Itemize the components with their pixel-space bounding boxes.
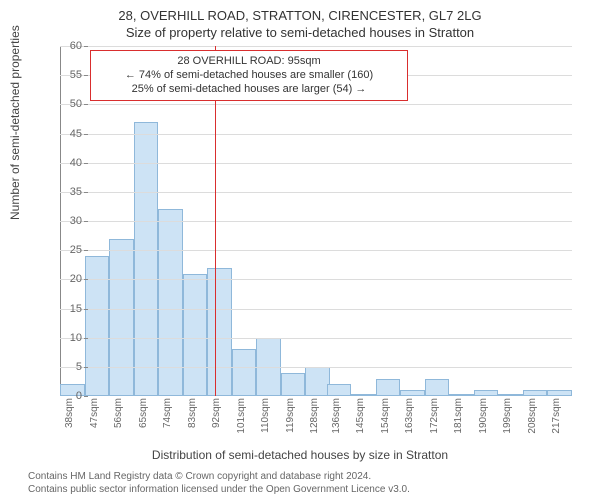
annotation-line2: ← 74% of semi-detached houses are smalle…: [99, 69, 399, 83]
gridline: [60, 134, 572, 135]
x-tick-label: 92sqm: [211, 398, 222, 448]
histogram-bar: [449, 394, 474, 396]
y-tick-label: 55: [52, 69, 82, 81]
histogram-bar: [547, 390, 572, 396]
credits-line2: Contains public sector information licen…: [28, 484, 410, 497]
credits-line1: Contains HM Land Registry data © Crown c…: [28, 471, 410, 484]
gridline: [60, 367, 572, 368]
y-tick-label: 60: [52, 40, 82, 52]
histogram-bar: [232, 349, 257, 396]
x-tick-label: 154sqm: [380, 398, 391, 448]
y-tick-label: 35: [52, 186, 82, 198]
x-tick-label: 74sqm: [162, 398, 173, 448]
credits: Contains HM Land Registry data © Crown c…: [28, 471, 410, 496]
histogram-bar: [207, 268, 232, 396]
x-tick-label: 199sqm: [502, 398, 513, 448]
x-tick-label: 83sqm: [187, 398, 198, 448]
chart-container: 28, OVERHILL ROAD, STRATTON, CIRENCESTER…: [0, 0, 600, 500]
histogram-bar: [183, 274, 208, 397]
x-tick-label: 47sqm: [89, 398, 100, 448]
chart-title-line1: 28, OVERHILL ROAD, STRATTON, CIRENCESTER…: [0, 0, 600, 23]
y-axis-label: Number of semi-detached properties: [8, 25, 22, 220]
gridline: [60, 221, 572, 222]
y-tick-label: 45: [52, 128, 82, 140]
y-tick-label: 10: [52, 332, 82, 344]
y-tick-label: 25: [52, 244, 82, 256]
x-tick-label: 217sqm: [551, 398, 562, 448]
gridline: [60, 163, 572, 164]
y-tick-label: 30: [52, 215, 82, 227]
gridline: [60, 279, 572, 280]
x-tick-label: 172sqm: [429, 398, 440, 448]
x-tick-label: 145sqm: [355, 398, 366, 448]
y-tick-label: 5: [52, 361, 82, 373]
x-tick-label: 65sqm: [138, 398, 149, 448]
y-tick-label: 15: [52, 303, 82, 315]
histogram-bar: [85, 256, 110, 396]
x-axis-label: Distribution of semi-detached houses by …: [0, 448, 600, 462]
x-tick-label: 181sqm: [453, 398, 464, 448]
plot-area: 28 OVERHILL ROAD: 95sqm ← 74% of semi-de…: [60, 46, 572, 396]
x-tick-label: 163sqm: [404, 398, 415, 448]
x-tick-label: 119sqm: [285, 398, 296, 448]
x-tick-label: 190sqm: [478, 398, 489, 448]
histogram-bar: [498, 394, 523, 396]
histogram-bar: [523, 390, 548, 396]
histogram-bar: [327, 384, 352, 396]
histogram-bar: [351, 394, 376, 396]
annotation-box: 28 OVERHILL ROAD: 95sqm ← 74% of semi-de…: [90, 50, 408, 101]
gridline: [60, 250, 572, 251]
histogram-bar: [400, 390, 425, 396]
gridline: [60, 338, 572, 339]
histogram-bar: [474, 390, 499, 396]
gridline: [60, 309, 572, 310]
x-tick-label: 101sqm: [236, 398, 247, 448]
y-tick-label: 40: [52, 157, 82, 169]
gridline: [60, 104, 572, 105]
annotation-line1: 28 OVERHILL ROAD: 95sqm: [99, 55, 399, 69]
histogram-bar: [376, 379, 401, 397]
y-tick-label: 20: [52, 273, 82, 285]
x-tick-label: 208sqm: [527, 398, 538, 448]
histogram-bar: [425, 379, 450, 397]
x-tick-label: 38sqm: [64, 398, 75, 448]
x-tick-label: 128sqm: [309, 398, 320, 448]
gridline: [60, 192, 572, 193]
annotation-line3: 25% of semi-detached houses are larger (…: [99, 83, 399, 97]
x-tick-label: 136sqm: [331, 398, 342, 448]
histogram-bar: [281, 373, 306, 396]
x-tick-label: 110sqm: [260, 398, 271, 448]
y-tick-label: 50: [52, 98, 82, 110]
histogram-bar: [158, 209, 183, 396]
histogram-bar: [109, 239, 134, 397]
x-tick-label: 56sqm: [113, 398, 124, 448]
gridline: [60, 46, 572, 47]
chart-title-line2: Size of property relative to semi-detach…: [0, 23, 600, 40]
